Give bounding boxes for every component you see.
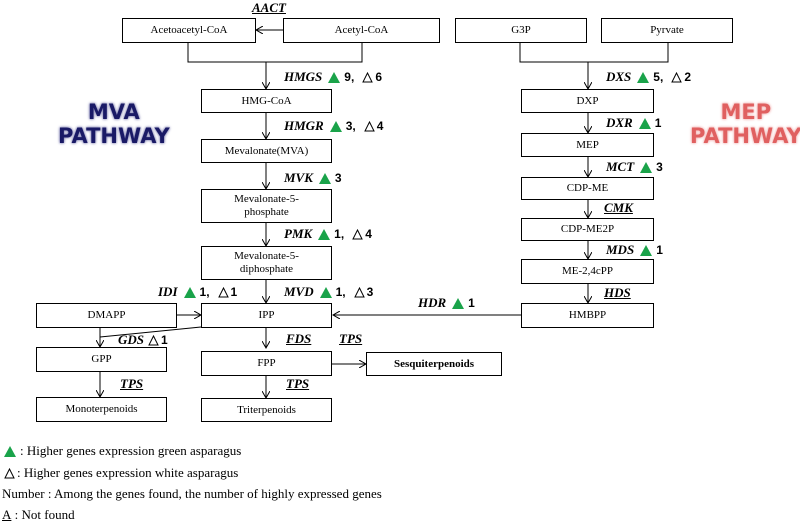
green-triangle-icon <box>4 445 16 457</box>
white-triangle-icon <box>353 286 365 297</box>
node-g3p: G3P <box>455 18 587 43</box>
node-acetyl-coa: Acetyl-CoA <box>283 18 440 43</box>
node-fpp: FPP <box>201 351 332 376</box>
gene-hdr: HDR 1 <box>418 295 475 310</box>
gene-tps-triterpenoids: TPS <box>286 376 310 391</box>
bracket-mva-top <box>187 42 363 63</box>
gene-pmk: PMK 1, 4 <box>284 226 372 241</box>
gene-mds: MDS 1 <box>606 242 663 257</box>
gene-aact: AACT <box>252 0 286 15</box>
node-monoterpenoids: Monoterpenoids <box>36 397 167 422</box>
node-triterpenoids: Triterpenoids <box>201 398 332 422</box>
gene-hds: HDS <box>604 285 631 300</box>
node-cdp-me2p: CDP-ME2P <box>521 218 654 241</box>
gene-mvk: MVK 3 <box>284 170 342 185</box>
gene-dxr: DXR 1 <box>606 115 662 130</box>
legend-not-found: A : Not found <box>2 507 75 522</box>
gene-fds: FDS <box>286 331 312 346</box>
mep-pathway-title: MEP PATHWAY <box>690 100 800 148</box>
green-triangle-icon <box>637 71 650 83</box>
green-triangle-icon <box>329 120 342 132</box>
bracket-mep-top <box>519 42 669 63</box>
node-dxp: DXP <box>521 89 654 113</box>
white-triangle-icon <box>148 334 159 345</box>
node-pyrvate: Pyrvate <box>601 18 733 43</box>
green-triangle-icon <box>318 172 331 184</box>
node-mevalonate-5-diphosphate: Mevalonate-5-diphosphate <box>201 246 332 280</box>
green-triangle-icon <box>638 117 651 129</box>
white-triangle-icon <box>4 467 15 478</box>
white-triangle-icon <box>671 71 683 82</box>
node-mevalonate-5-phosphate: Mevalonate-5-phosphate <box>201 189 332 223</box>
node-sesquiterpenoids: Sesquiterpenoids <box>366 352 502 376</box>
green-triangle-icon <box>452 297 465 309</box>
gene-hmgs: HMGS 9, 6 <box>284 69 382 84</box>
node-cdp-me: CDP-ME <box>521 177 654 200</box>
gene-tps-monoterpenoids: TPS <box>120 376 144 391</box>
gene-tps-sesquiterpenoids: TPS <box>339 331 363 346</box>
node-me-2-4cpp: ME-2,4cPP <box>521 259 654 284</box>
gene-mvd: MVD 1, 3 <box>284 284 374 299</box>
node-acetoacetyl-coa: Acetoacetyl-CoA <box>122 18 256 43</box>
node-gpp: GPP <box>36 347 167 372</box>
green-triangle-icon <box>183 286 196 298</box>
gene-idi: IDI 1, 1 <box>158 284 238 299</box>
gene-mct: MCT 3 <box>606 159 663 174</box>
node-hmbpp: HMBPP <box>521 303 654 328</box>
legend-green: : Higher genes expression green asparagu… <box>2 443 241 459</box>
white-triangle-icon <box>352 228 363 239</box>
gene-hmgr: HMGR 3, 4 <box>284 118 384 133</box>
white-triangle-icon <box>362 71 374 82</box>
green-triangle-icon <box>640 244 653 256</box>
green-triangle-icon <box>319 286 332 298</box>
white-triangle-icon <box>363 120 375 131</box>
green-triangle-icon <box>640 161 653 173</box>
node-ipp: IPP <box>201 303 332 328</box>
node-dmapp: DMAPP <box>36 303 177 328</box>
node-mep: MEP <box>521 133 654 157</box>
green-triangle-icon <box>328 71 341 83</box>
line-ipp-gpp <box>99 326 202 338</box>
green-triangle-icon <box>318 228 331 240</box>
gene-dxs: DXS 5, 2 <box>606 69 691 84</box>
white-triangle-icon <box>217 286 229 297</box>
gene-cmk: CMK <box>604 200 633 215</box>
mva-pathway-title: MVA PATHWAY <box>58 100 170 148</box>
node-hmg-coa: HMG-CoA <box>201 89 332 113</box>
legend-number: Number : Among the genes found, the numb… <box>2 486 382 501</box>
gene-gds: GDS 1 <box>118 332 168 347</box>
legend-white: : Higher genes expression white asparagu… <box>2 465 238 481</box>
node-mevalonate: Mevalonate(MVA) <box>201 139 332 163</box>
